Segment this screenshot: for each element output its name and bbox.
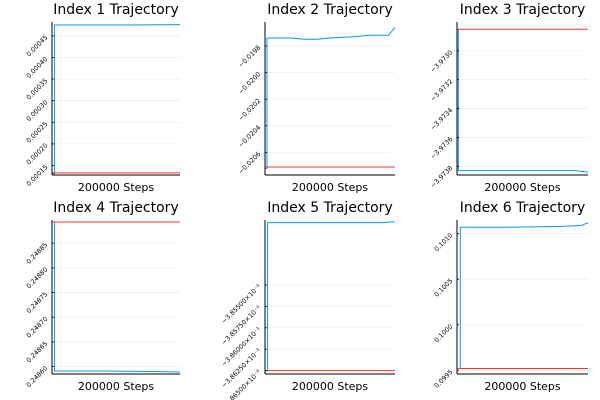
trajectory-line [457, 222, 589, 370]
y-tick-label: −0.0198 [237, 44, 263, 70]
y-tick-label: 0.00040 [25, 55, 50, 80]
y-tick-label: 0.00035 [25, 77, 50, 102]
trajectory-line [52, 24, 181, 175]
y-tick-label: −3.9730 [429, 49, 455, 75]
y-tick-label: 0.24880 [25, 266, 50, 291]
chart-title: Index 3 Trajectory [460, 2, 585, 18]
trajectory-line [52, 221, 181, 373]
chart-title: Index 6 Trajectory [460, 200, 585, 216]
chart-title: Index 5 Trajectory [267, 200, 392, 216]
y-tick-label: 0.1010 [433, 231, 455, 253]
y-tick-label: 0.00020 [25, 142, 50, 167]
x-axis-label: 200000 Steps [292, 380, 369, 393]
y-tick-label: 0.00015 [25, 163, 50, 188]
trajectory-line [265, 221, 396, 372]
chart-title: Index 1 Trajectory [53, 2, 178, 18]
chart-panel-1: 0.000150.000200.000250.000300.000350.000… [25, 2, 181, 194]
y-tick-label: 0.1005 [433, 277, 455, 299]
y-tick-label: −0.0202 [237, 97, 263, 123]
y-tick-label: −3.9734 [429, 106, 455, 132]
y-tick-label: −0.0204 [237, 124, 263, 150]
y-tick-label: 0.00030 [25, 98, 50, 123]
y-tick-label: −0.0200 [237, 70, 263, 96]
x-axis-label: 200000 Steps [484, 181, 561, 194]
x-axis-label: 200000 Steps [292, 181, 369, 194]
chart-title: Index 2 Trajectory [267, 2, 392, 18]
chart-panel-5: −3.86500×10⁻³−3.86250×10⁻³−3.86000×10⁻³−… [220, 200, 396, 400]
y-tick-label: 0.00025 [25, 120, 50, 145]
y-tick-label: −0.0206 [237, 150, 263, 176]
y-tick-label: 0.1000 [433, 323, 455, 345]
chart-panel-2: −0.0206−0.0204−0.0202−0.0200−0.0198 Index… [237, 2, 396, 194]
y-tick-label: 0.24870 [25, 315, 50, 340]
x-axis-label: 200000 Steps [78, 380, 155, 393]
chart-panel-3: −3.9738 −3.9736 −3.9734 −3.9732−3.9730 Index… [429, 2, 589, 194]
y-tick-label: −3.9738 [429, 164, 455, 190]
y-tick-label: −3.9732 [429, 77, 455, 103]
x-axis-label: 200000 Steps [78, 181, 155, 194]
y-tick-label: 0.24885 [25, 241, 50, 266]
y-tick-label: 0.24875 [25, 290, 50, 315]
chart-panel-4: 0.248600.248650.248700.248750.248800.248… [25, 200, 181, 393]
chart-panel-6: 0.0995 0.1000 0.1005 0.1010 Index 6 Trajecto… [433, 200, 589, 393]
chart-title: Index 4 Trajectory [53, 200, 178, 216]
x-axis-label: 200000 Steps [484, 380, 561, 393]
y-tick-label: 0.0995 [433, 368, 455, 390]
y-tick-label: 0.00045 [25, 34, 50, 59]
y-tick-label: 0.24860 [25, 364, 50, 389]
y-tick-label: −3.9736 [429, 135, 455, 161]
trajectory-line [265, 27, 396, 169]
y-tick-label: 0.24865 [25, 340, 50, 365]
